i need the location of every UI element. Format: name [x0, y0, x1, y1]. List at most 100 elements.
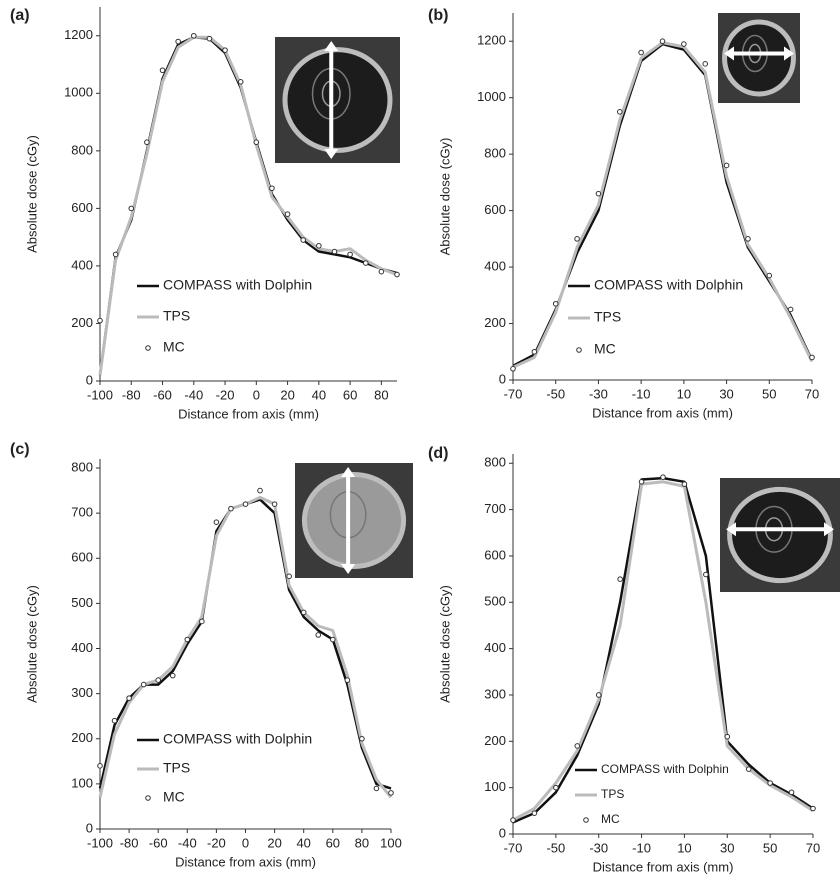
mc-point — [388, 790, 394, 796]
y-axis-title: Absolute dose (cGy) — [437, 585, 452, 703]
x-tick-label: 70 — [806, 840, 820, 855]
x-tick-label: -60 — [153, 387, 172, 402]
x-tick-label: -20 — [216, 387, 235, 402]
ct-body — [727, 486, 833, 584]
y-tick-label: 200 — [71, 315, 93, 330]
mc-point — [766, 272, 773, 279]
legend-label: MC — [163, 339, 185, 355]
mc-point — [300, 237, 307, 243]
mc-point — [155, 677, 161, 683]
y-axis-title: Absolute dose (cGy) — [24, 135, 39, 253]
y-tick-label: 400 — [71, 257, 93, 272]
x-tick-label: 80 — [374, 387, 388, 402]
mc-point — [638, 479, 645, 485]
x-axis-title: Distance from axis (mm) — [175, 854, 316, 869]
mc-point — [723, 162, 730, 169]
mc-point — [510, 817, 516, 823]
y-tick-label: 100 — [71, 775, 93, 790]
x-tick-label: -80 — [120, 835, 139, 850]
legend-label: COMPASS with Dolphin — [594, 277, 743, 293]
mc-point — [810, 805, 816, 812]
mc-point — [660, 474, 666, 480]
mc-point — [745, 236, 751, 242]
mc-point — [552, 300, 559, 307]
arrow-head — [724, 46, 734, 61]
legend-label: MC — [594, 341, 616, 357]
y-tick-label: 100 — [484, 779, 506, 794]
x-tick-label: -100 — [87, 835, 113, 850]
y-tick-label: 0 — [86, 820, 93, 835]
y-tick-label: 500 — [71, 595, 93, 610]
mc-point — [531, 810, 538, 816]
mc-point — [253, 139, 260, 146]
arrow-head — [341, 467, 356, 477]
mc-point — [237, 79, 244, 85]
mc-point — [681, 481, 688, 487]
y-tick-label: 1000 — [477, 89, 506, 104]
legend-label: COMPASS with Dolphin — [163, 277, 312, 293]
x-tick-label: 60 — [326, 835, 340, 850]
y-tick-label: 0 — [499, 825, 506, 840]
legend-swatch — [145, 795, 151, 801]
y-tick-label: 400 — [71, 640, 93, 655]
y-axis-title: Absolute dose (cGy) — [24, 585, 39, 703]
mc-point — [638, 49, 644, 56]
x-tick-label: -100 — [87, 387, 113, 402]
y-tick-label: 200 — [484, 315, 506, 330]
x-tick-label: 30 — [720, 840, 734, 855]
mc-point — [745, 766, 752, 772]
legend-label: TPS — [163, 308, 190, 324]
mc-point — [378, 268, 385, 275]
y-tick-label: 400 — [484, 640, 506, 655]
mc-point — [344, 677, 351, 683]
x-tick-label: -30 — [589, 840, 608, 855]
x-tick-label: 50 — [762, 386, 776, 401]
mc-point — [574, 743, 581, 749]
x-tick-label: -10 — [632, 386, 651, 401]
panel-label: (d) — [428, 445, 448, 462]
x-tick-label: -30 — [589, 386, 608, 401]
legend-label: MC — [163, 789, 185, 805]
x-tick-label: 100 — [380, 835, 402, 850]
mc-point — [787, 306, 794, 313]
panel-label: (c) — [10, 441, 30, 458]
mc-point — [331, 248, 338, 255]
ct-body — [301, 472, 407, 569]
mc-point — [373, 785, 380, 792]
y-tick-label: 700 — [484, 501, 506, 516]
mc-point — [702, 61, 709, 67]
mc-point — [595, 190, 602, 197]
mc-point — [284, 211, 291, 217]
ct-body — [282, 47, 393, 153]
legend-swatch — [145, 345, 151, 351]
y-tick-label: 0 — [499, 371, 506, 386]
x-tick-label: 20 — [280, 387, 294, 402]
mc-point — [809, 354, 815, 361]
mc-point — [175, 38, 181, 45]
y-tick-label: 600 — [71, 200, 93, 215]
x-tick-label: -10 — [632, 840, 651, 855]
arrow-head — [784, 46, 794, 61]
mc-point — [553, 784, 559, 791]
mc-point — [128, 205, 135, 212]
y-tick-label: 500 — [484, 594, 506, 609]
mc-point — [359, 735, 365, 742]
mc-point — [271, 501, 278, 507]
y-tick-label: 800 — [484, 455, 506, 470]
mc-point — [315, 632, 322, 638]
x-axis-title: Distance from axis (mm) — [593, 859, 734, 874]
legend-label: TPS — [601, 787, 624, 801]
arrow-head — [341, 564, 356, 574]
mc-point — [703, 571, 709, 578]
mc-point — [140, 681, 147, 688]
mc-point — [659, 38, 666, 45]
y-tick-label: 800 — [484, 146, 506, 161]
x-tick-label: -50 — [546, 840, 565, 855]
legend-swatch — [583, 817, 589, 823]
mc-point — [111, 717, 118, 724]
mc-point — [242, 501, 249, 507]
mc-point — [574, 236, 580, 242]
x-tick-label: -20 — [207, 835, 226, 850]
x-tick-label: 40 — [296, 835, 310, 850]
x-tick-label: -80 — [122, 387, 141, 402]
